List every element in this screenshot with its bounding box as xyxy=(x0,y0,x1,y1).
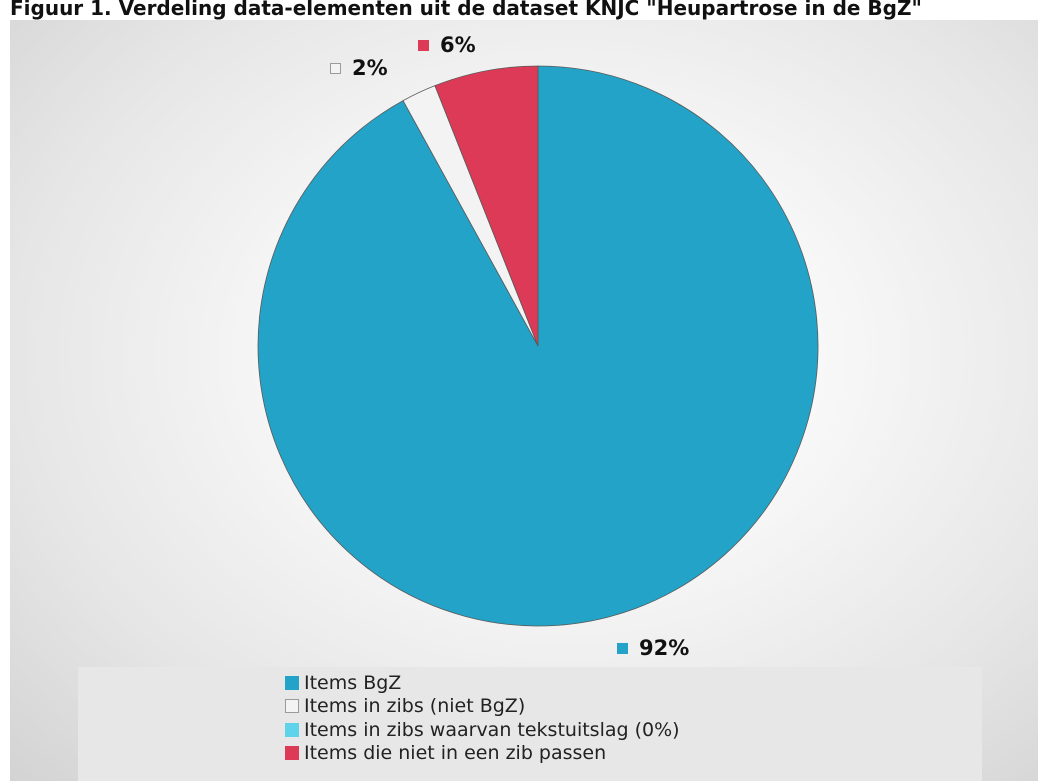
chart-title: Figuur 1. Verdeling data-elementen uit d… xyxy=(10,0,922,20)
legend-label: Items in zibs waarvan tekstuitslag (0%) xyxy=(304,718,680,741)
legend-item-items-in-zibs: Items in zibs (niet BgZ) xyxy=(285,695,680,719)
data-label-marker xyxy=(418,39,429,51)
legend-swatch xyxy=(285,722,299,737)
pie-chart xyxy=(257,65,819,627)
legend-item-items-bgz: Items BgZ xyxy=(285,671,680,695)
legend-item-items-tekstuitslag: Items in zibs waarvan tekstuitslag (0%) xyxy=(285,718,680,742)
legend-box xyxy=(78,667,982,781)
chart-area xyxy=(10,20,1038,781)
legend-label: Items in zibs (niet BgZ) xyxy=(304,695,526,718)
legend: Items BgZ Items in zibs (niet BgZ) Items… xyxy=(285,671,680,765)
legend-swatch xyxy=(285,675,299,690)
legend-item-items-niet-in-zib: Items die niet in een zib passen xyxy=(285,742,680,766)
legend-label: Items die niet in een zib passen xyxy=(304,742,607,765)
data-label-text: 6% xyxy=(440,33,476,57)
data-label-items-bgz: 92% xyxy=(617,636,689,660)
data-label-items-in-zibs: 2% xyxy=(330,56,388,80)
data-label-text: 92% xyxy=(639,636,690,660)
legend-label: Items BgZ xyxy=(304,671,402,694)
legend-swatch xyxy=(285,699,299,714)
data-label-marker xyxy=(617,642,628,654)
data-label-items-niet-in-zib: 6% xyxy=(418,33,476,57)
data-label-marker xyxy=(330,62,341,74)
pie-slice xyxy=(434,65,539,347)
data-label-text: 2% xyxy=(352,56,388,80)
legend-swatch xyxy=(285,746,299,761)
